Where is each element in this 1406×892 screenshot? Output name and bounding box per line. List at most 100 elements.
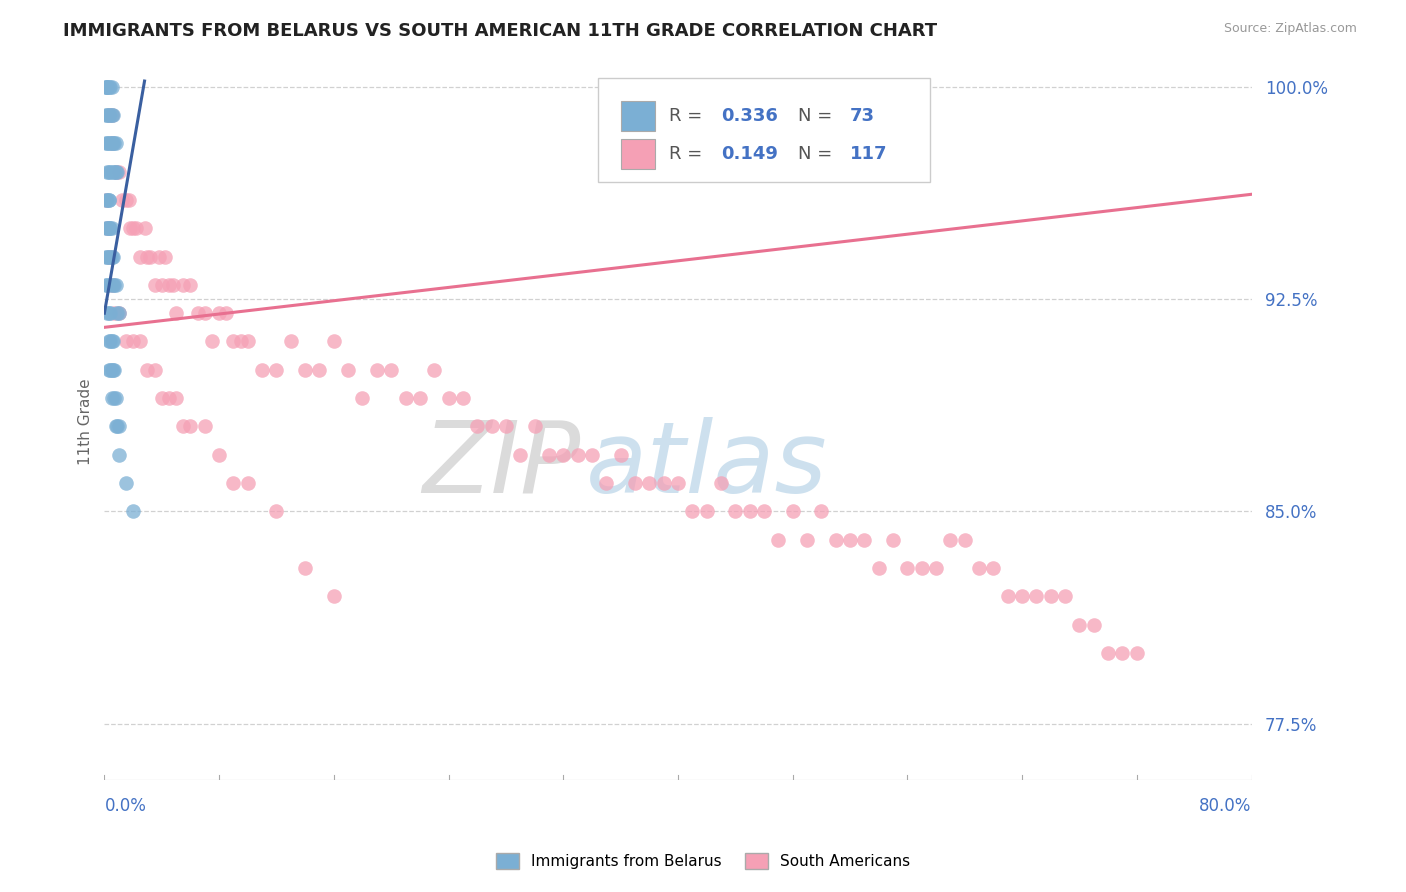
Point (294, 363, 316, 377)
Point (172, 419, 194, 434)
Point (100, 136, 122, 151)
Point (101, 164, 124, 178)
Point (97, 334, 120, 349)
Point (423, 363, 446, 377)
Point (208, 448, 231, 462)
Point (796, 533, 818, 547)
Point (96, 108, 118, 122)
Point (94, 108, 117, 122)
Point (139, 250, 162, 264)
Point (100, 334, 122, 349)
Point (104, 391, 127, 405)
Point (115, 193, 138, 207)
Point (153, 250, 176, 264)
Point (101, 250, 124, 264)
Point (96, 79, 118, 94)
Point (100, 363, 122, 377)
Point (115, 334, 138, 349)
Point (94, 136, 117, 151)
Point (294, 561, 316, 575)
Point (162, 277, 184, 292)
Point (337, 363, 360, 377)
Point (97, 250, 120, 264)
Point (94, 250, 117, 264)
Point (98, 136, 121, 151)
Point (143, 277, 166, 292)
Point (187, 306, 209, 320)
Point (710, 476, 733, 491)
Point (104, 164, 127, 178)
Point (810, 504, 832, 518)
Point (953, 533, 976, 547)
Y-axis label: 11th Grade: 11th Grade (79, 379, 93, 466)
Point (94, 79, 117, 94)
Point (567, 448, 589, 462)
Point (179, 277, 201, 292)
Point (666, 476, 689, 491)
Point (103, 306, 125, 320)
Point (101, 334, 124, 349)
Point (165, 391, 187, 405)
Point (997, 589, 1019, 603)
Point (94, 193, 117, 207)
Point (103, 391, 125, 405)
Point (853, 533, 876, 547)
Point (523, 419, 546, 434)
Point (100, 221, 122, 235)
Point (222, 476, 245, 491)
Point (150, 277, 173, 292)
Point (96, 250, 118, 264)
Point (222, 334, 245, 349)
Text: ZIP: ZIP (422, 417, 581, 514)
Point (97, 108, 120, 122)
Point (96, 221, 118, 235)
Point (122, 334, 145, 349)
Point (101, 136, 124, 151)
Point (100, 250, 122, 264)
Point (215, 306, 238, 320)
Point (98, 79, 121, 94)
Point (103, 363, 125, 377)
Text: 80.0%: 80.0% (1199, 797, 1251, 815)
Point (380, 363, 402, 377)
Point (148, 250, 170, 264)
Point (107, 419, 129, 434)
Point (681, 504, 703, 518)
Point (150, 391, 173, 405)
Point (1126, 646, 1149, 660)
Point (925, 561, 948, 575)
Point (100, 277, 122, 292)
Point (122, 504, 145, 518)
Point (98, 306, 121, 320)
Point (136, 363, 159, 377)
Point (97, 250, 120, 264)
Point (129, 250, 152, 264)
Point (107, 448, 129, 462)
Point (98, 334, 121, 349)
Point (1097, 646, 1119, 660)
Point (94, 193, 117, 207)
Point (96, 136, 118, 151)
Point (98, 221, 121, 235)
Point (94, 277, 117, 292)
Point (97, 363, 120, 377)
Point (208, 306, 231, 320)
Point (101, 108, 124, 122)
Point (696, 504, 718, 518)
Point (107, 306, 129, 320)
Point (100, 108, 122, 122)
Point (724, 504, 747, 518)
Point (201, 334, 224, 349)
Point (129, 334, 152, 349)
Point (97, 221, 120, 235)
Text: 117: 117 (851, 145, 887, 162)
Text: IMMIGRANTS FROM BELARUS VS SOUTH AMERICAN 11TH GRADE CORRELATION CHART: IMMIGRANTS FROM BELARUS VS SOUTH AMERICA… (63, 22, 938, 40)
Point (824, 533, 846, 547)
Text: atlas: atlas (586, 417, 828, 514)
Point (266, 504, 288, 518)
Point (481, 419, 503, 434)
Point (118, 193, 141, 207)
Point (157, 277, 180, 292)
Point (97, 221, 120, 235)
Point (165, 306, 187, 320)
